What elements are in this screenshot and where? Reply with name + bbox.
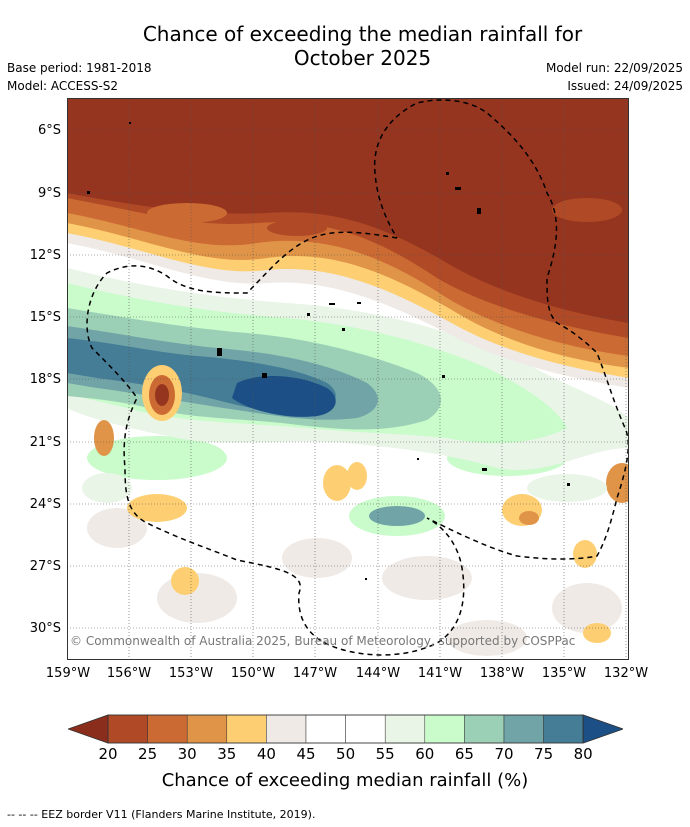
y-tick-21s: 21°S (29, 435, 61, 450)
patch-yellow-5 (573, 540, 597, 568)
colorbar-cell (266, 714, 307, 744)
patch-yellow-6 (583, 623, 611, 643)
x-tick-150w: 150°W (230, 666, 276, 681)
colorbar-label: 55 (375, 745, 395, 763)
colorbar-label: 70 (494, 745, 514, 763)
model-name: Model: ACCESS-S2 (7, 79, 119, 93)
y-tick-12s: 12°S (29, 248, 61, 263)
colorbar-cell (107, 714, 148, 744)
chart-title: Chance of exceeding the median rainfall … (0, 22, 690, 70)
colorbar-title: Chance of exceeding median rainfall (%) (161, 770, 529, 791)
colorbar-extend-low (68, 714, 109, 744)
patch-orange-north-1 (147, 203, 227, 223)
colorbar-label: 40 (256, 745, 276, 763)
colorbar-cell (226, 714, 267, 744)
patch-orange-2 (606, 463, 629, 503)
rainfall-map (67, 98, 629, 660)
colorbar-cell (305, 714, 346, 744)
colorbar-cell (384, 714, 426, 744)
patch-green-4 (82, 473, 132, 503)
patch-grey-4 (382, 556, 472, 600)
copyright-notice: © Commonwealth of Australia 2025, Bureau… (70, 634, 576, 648)
map-canvas (67, 98, 629, 660)
colorbar-cell (424, 714, 465, 744)
colorbar-label: 65 (454, 745, 474, 763)
colorbar-label: 20 (98, 745, 118, 763)
patch-yellow-2 (323, 465, 351, 501)
title-line-2: October 2025 (293, 46, 432, 70)
colorbar-label: 45 (296, 745, 316, 763)
meta-left: Base period: 1981-2018 Model: ACCESS-S2 (7, 59, 152, 95)
issued-date: Issued: 24/09/2025 (567, 79, 683, 93)
colorbar-cell (503, 714, 544, 744)
colorbar-label: 75 (534, 745, 554, 763)
colorbar-frame (107, 714, 584, 744)
title-line-1: Chance of exceeding the median rainfall … (142, 22, 583, 46)
x-tick-159w: 159°W (45, 666, 91, 681)
x-tick-135w: 135°W (541, 666, 587, 681)
x-tick-156w: 156°W (106, 666, 152, 681)
colorbar-cell (345, 714, 386, 744)
patch-orange-1 (519, 511, 539, 525)
y-tick-15s: 15°S (29, 310, 61, 325)
patch-green-5 (527, 474, 607, 502)
patch-yellow-1 (171, 567, 199, 595)
x-tick-144w: 144°W (355, 666, 401, 681)
colorbar (68, 714, 623, 744)
gridlines (67, 98, 629, 660)
hotspot-inner (155, 384, 169, 406)
region-dark-blue (232, 376, 336, 417)
patch-yellow-3 (347, 462, 367, 490)
patch-grey-1 (87, 508, 147, 548)
region-dark-brown (67, 98, 629, 323)
patch-orange-north-3 (552, 198, 622, 222)
patch-yellow-7 (127, 494, 187, 522)
base-period: Base period: 1981-2018 (7, 61, 152, 75)
islands (87, 122, 570, 580)
colorbar-label: 35 (217, 745, 237, 763)
colorbar-cells (68, 714, 623, 744)
colorbar-label: 50 (336, 745, 356, 763)
patch-grey-5 (552, 583, 622, 633)
colorbar-cell (147, 714, 188, 744)
patch-green-2 (87, 436, 227, 480)
patch-teal-1 (369, 506, 425, 526)
colorbar-label: 25 (138, 745, 158, 763)
hotspot-west (94, 420, 114, 456)
x-tick-132w: 132°W (603, 666, 649, 681)
x-tick-141w: 141°W (417, 666, 463, 681)
colorbar-extend-high (582, 714, 623, 744)
colorbar-label: 60 (415, 745, 435, 763)
colorbar-label: 30 (177, 745, 197, 763)
x-tick-147w: 147°W (292, 666, 338, 681)
y-tick-6s: 6°S (37, 123, 61, 138)
x-tick-153w: 153°W (168, 666, 214, 681)
patch-grey-6 (447, 620, 527, 656)
colorbar-cell (464, 714, 505, 744)
y-tick-9s: 9°S (37, 186, 61, 201)
map-frame (67, 98, 629, 660)
y-tick-18s: 18°S (29, 372, 61, 387)
colorbar-label: 80 (573, 745, 593, 763)
colorbar-cell (186, 714, 228, 744)
y-tick-30s: 30°S (29, 621, 61, 636)
y-tick-24s: 24°S (29, 497, 61, 512)
eez-legend-note: -- -- -- EEZ border V11 (Flanders Marine… (7, 808, 316, 821)
patch-orange-north-2 (267, 220, 327, 236)
model-run: Model run: 22/09/2025 (545, 61, 683, 75)
meta-right: Model run: 22/09/2025 Issued: 24/09/2025 (546, 59, 683, 95)
x-tick-138w: 138°W (479, 666, 525, 681)
colorbar-cell (543, 714, 584, 744)
patch-grey-3 (282, 538, 352, 578)
y-tick-27s: 27°S (29, 559, 61, 574)
